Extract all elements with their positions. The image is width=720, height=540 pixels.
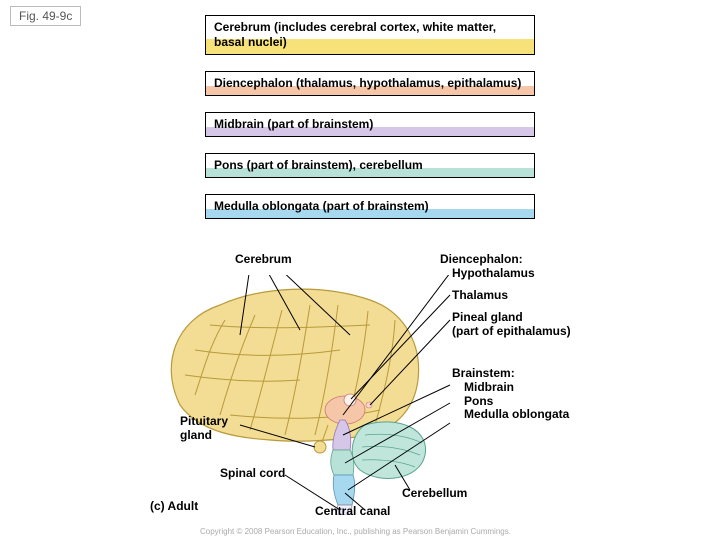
caption-adult: (c) Adult — [150, 500, 198, 514]
banner-text: Medulla oblongata (part of brainstem) — [214, 199, 526, 214]
label-cerebrum: Cerebrum — [235, 253, 292, 267]
banner-text: Midbrain (part of brainstem) — [214, 117, 526, 132]
brain-diagram: Cerebrum Diencephalon: Hypothalamus Thal… — [150, 275, 580, 515]
banner-text: Pons (part of brainstem), cerebellum — [214, 158, 526, 173]
pineal-shape — [366, 402, 372, 408]
label-hypothalamus: Hypothalamus — [452, 266, 535, 280]
label-midbrain: Midbrain — [464, 380, 514, 394]
copyright-text: Copyright © 2008 Pearson Education, Inc.… — [200, 527, 511, 536]
banner-diencephalon: Diencephalon (thalamus, hypothalamus, ep… — [205, 71, 535, 96]
label-central-canal: Central canal — [315, 505, 390, 519]
banner-midbrain: Midbrain (part of brainstem) — [205, 112, 535, 137]
label-cerebellum: Cerebellum — [402, 487, 467, 501]
banner-medulla: Medulla oblongata (part of brainstem) — [205, 194, 535, 219]
label-brainstem-header: Brainstem: — [452, 366, 515, 380]
banner-cerebrum: Cerebrum (includes cerebral cortex, whit… — [205, 15, 535, 55]
banner-pons: Pons (part of brainstem), cerebellum — [205, 153, 535, 178]
label-spinal: Spinal cord — [220, 467, 285, 481]
label-pituitary: Pituitary gland — [180, 415, 228, 443]
banner-text: Diencephalon (thalamus, hypothalamus, ep… — [214, 76, 526, 91]
cerebellum-shape — [352, 422, 425, 479]
banner-stack: Cerebrum (includes cerebral cortex, whit… — [205, 15, 535, 235]
label-pineal: Pineal gland (part of epithalamus) — [452, 311, 571, 339]
banner-text: Cerebrum (includes cerebral cortex, whit… — [214, 20, 526, 50]
label-medulla: Medulla oblongata — [464, 408, 569, 422]
figure-label: Fig. 49-9c — [10, 6, 81, 26]
label-diencephalon-header: Diencephalon: — [440, 252, 523, 266]
label-pons: Pons — [464, 394, 493, 408]
label-brainstem-group: Brainstem: Midbrain Pons Medulla oblonga… — [452, 367, 569, 422]
label-diencephalon-group: Diencephalon: Hypothalamus — [440, 253, 535, 281]
label-thalamus: Thalamus — [452, 289, 508, 303]
pituitary-shape — [314, 441, 326, 453]
